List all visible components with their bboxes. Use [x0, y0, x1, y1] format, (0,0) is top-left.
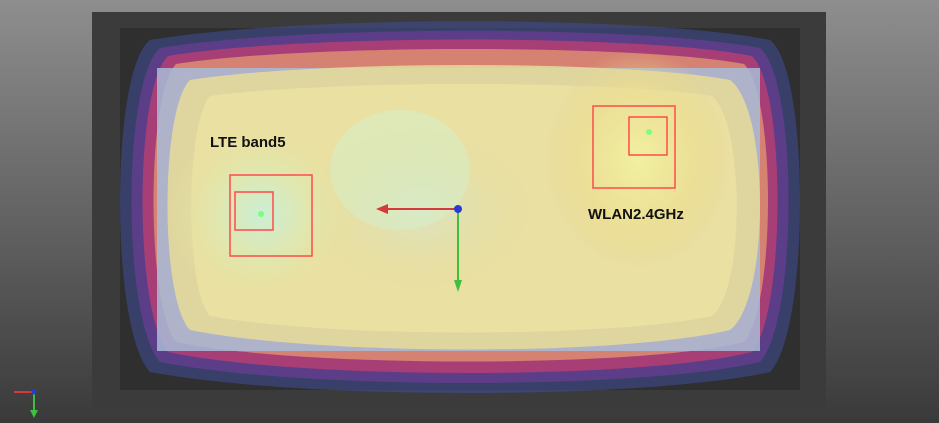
wlan-feed-point[interactable]: [646, 129, 652, 135]
coordinate-triad-icon: [14, 389, 38, 418]
field-green-band: [330, 110, 470, 230]
lte-band5-label: LTE band5: [210, 134, 286, 151]
wlan-label: WLAN2.4GHz: [588, 206, 684, 223]
lte-feed-point[interactable]: [258, 211, 264, 217]
field-hotspot-right: [543, 50, 733, 270]
lte-inner-frame[interactable]: [234, 191, 274, 231]
origin-axes-icon[interactable]: [376, 204, 462, 292]
wlan-inner-frame[interactable]: [628, 116, 668, 156]
lte-outer-frame[interactable]: [229, 174, 313, 257]
wlan-outer-frame[interactable]: [592, 105, 676, 189]
